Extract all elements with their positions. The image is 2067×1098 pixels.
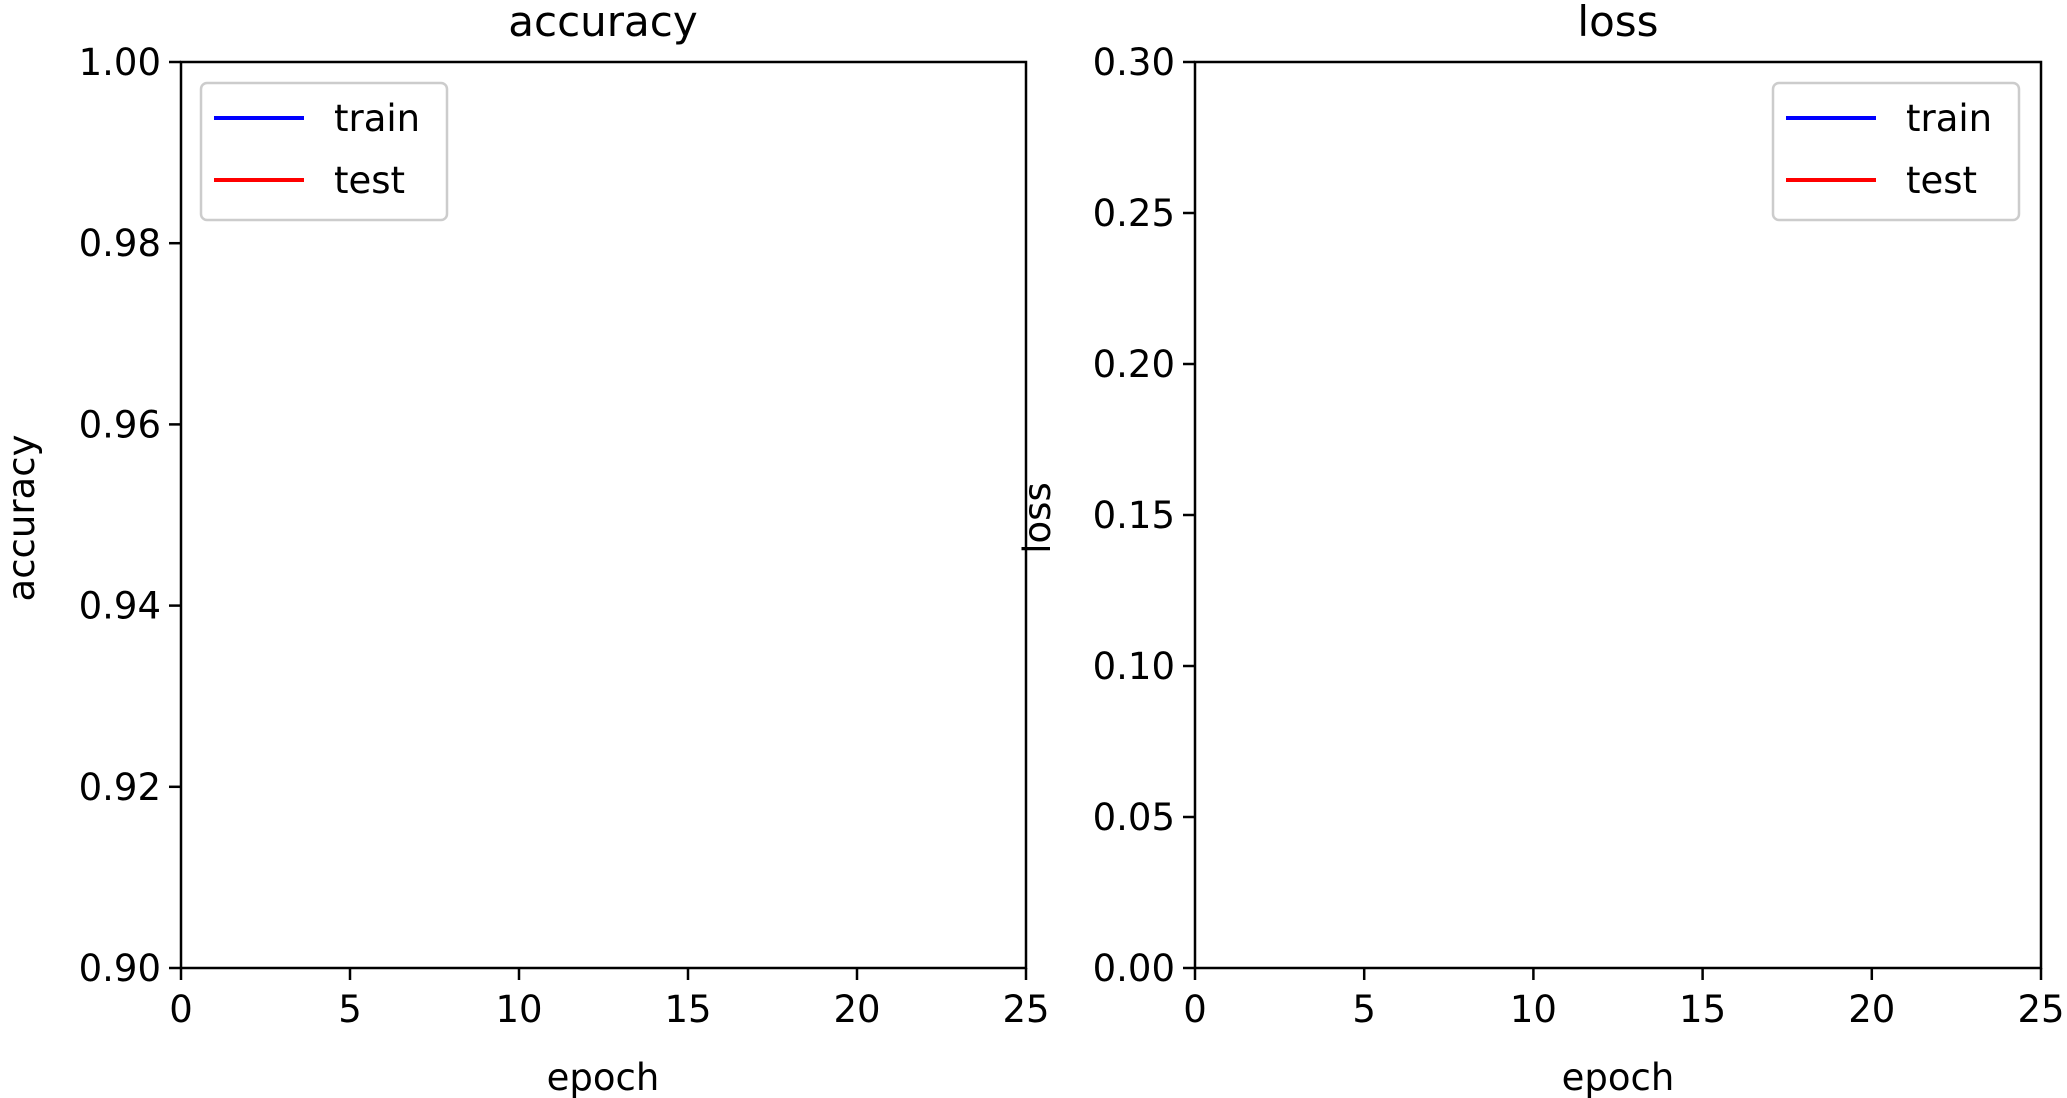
loss-x-tick-label: 20 [1848, 988, 1895, 1031]
accuracy-plot-frame [179, 60, 1028, 970]
loss-y-tick-label: 0.30 [1093, 41, 1175, 84]
accuracy-chart: accuracy epoch accuracy train test 0 5 10 1… [0, 0, 1050, 1098]
accuracy-legend: train test [199, 81, 449, 222]
loss-y-axis-label: loss [1016, 482, 1059, 553]
loss-y-tick-label: 0.00 [1093, 947, 1175, 990]
loss-legend-test-label: test [1906, 159, 1977, 202]
accuracy-chart-title: accuracy [508, 0, 698, 46]
accuracy-y-tick-label: 0.90 [79, 947, 161, 990]
accuracy-x-tick-label: 5 [338, 988, 362, 1031]
loss-y-tick-label: 0.10 [1093, 645, 1175, 688]
loss-y-tick-label: 0.25 [1093, 192, 1175, 235]
loss-chart: loss epoch loss train test 0 5 10 15 20 25 0.0… [1016, 0, 2065, 1098]
loss-y-tick-label: 0.20 [1093, 343, 1175, 386]
accuracy-y-tick-label: 1.00 [79, 41, 161, 84]
loss-x-tick-label: 0 [1183, 988, 1207, 1031]
loss-x-tick-label: 25 [2017, 988, 2064, 1031]
loss-legend: train test [1771, 81, 2021, 222]
loss-chart-title: loss [1577, 0, 1658, 46]
loss-x-tick-label: 5 [1352, 988, 1376, 1031]
accuracy-x-tick-label: 10 [495, 988, 542, 1031]
loss-x-tick-label: 10 [1510, 988, 1557, 1031]
accuracy-x-tick-label: 0 [169, 988, 193, 1031]
accuracy-legend-test-label: test [334, 159, 405, 202]
accuracy-x-axis-label: epoch [547, 1056, 660, 1098]
accuracy-y-tick-label: 0.98 [79, 222, 161, 265]
loss-y-tick-label: 0.05 [1093, 796, 1175, 839]
accuracy-y-axis-label: accuracy [0, 435, 43, 602]
accuracy-y-tick-label: 0.92 [79, 766, 161, 809]
accuracy-legend-train-label: train [334, 97, 420, 140]
loss-legend-train-label: train [1906, 97, 1992, 140]
loss-x-axis-label: epoch [1562, 1056, 1675, 1098]
accuracy-x-tick-label: 25 [1002, 988, 1049, 1031]
accuracy-y-tick-label: 0.96 [79, 403, 161, 446]
accuracy-x-tick-label: 15 [664, 988, 711, 1031]
accuracy-y-tick-label: 0.94 [79, 585, 161, 628]
accuracy-x-tick-label: 20 [833, 988, 880, 1031]
loss-x-tick-label: 15 [1679, 988, 1726, 1031]
loss-y-tick-label: 0.15 [1093, 494, 1175, 537]
